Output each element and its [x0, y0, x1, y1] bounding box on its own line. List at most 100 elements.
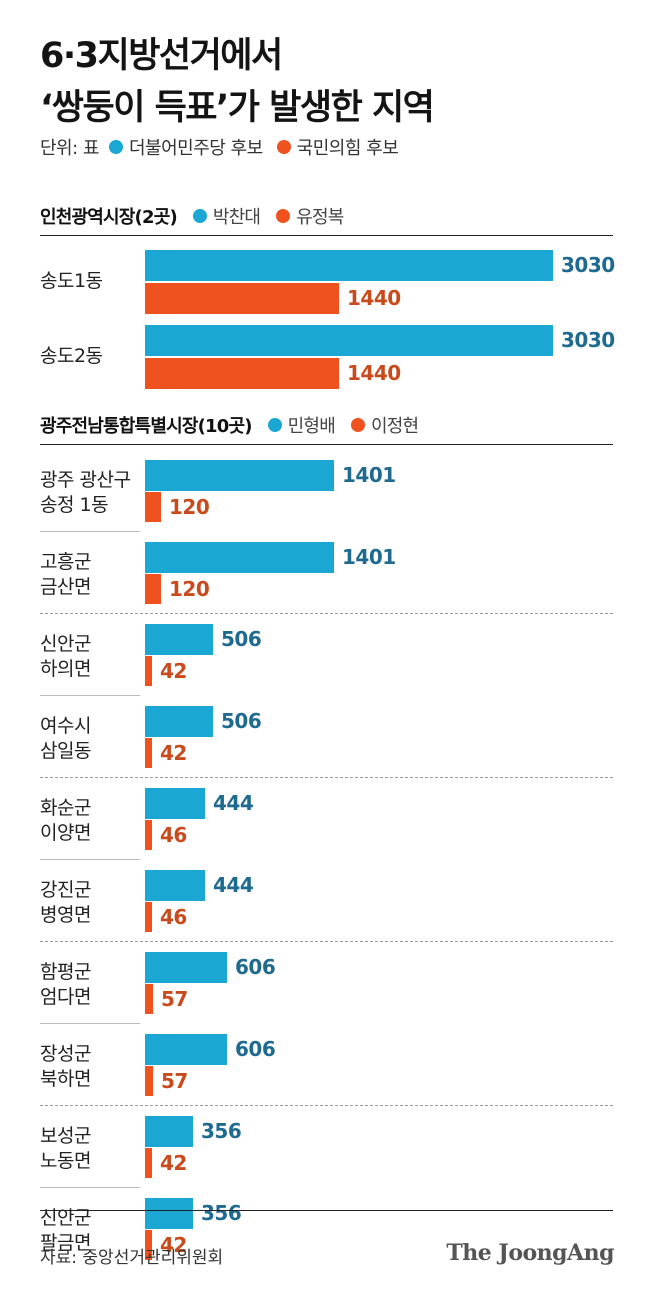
section-2-row-10-label: 신안군 팔금면	[40, 1206, 91, 1256]
section-2-row-1-value-blue: 1401	[342, 463, 396, 487]
section-2-row-separator-5	[40, 859, 140, 860]
section-2-row-6-label-line-2: 병영면	[40, 904, 91, 926]
section-2-row-6-bar-blue	[145, 870, 205, 901]
section-2-row-7-bar-red	[145, 984, 153, 1014]
section-2-row-6-label-line-1: 강진군	[40, 879, 91, 901]
section-2-row-8-label-line-1: 장성군	[40, 1043, 91, 1065]
section-1-row-2-value-blue: 3030	[561, 328, 615, 352]
section-2-bottom-rule	[40, 1210, 613, 1211]
section-1-row-1-value-blue: 3030	[561, 253, 615, 277]
title-line-1: 6·3지방선거에서	[40, 36, 283, 76]
section-2-row-6-bar-red	[145, 902, 152, 932]
source-note: 자료: 중앙선거관리위원회	[40, 1248, 224, 1268]
unit-label: 단위: 표	[40, 138, 99, 159]
section-2-row-1-bar-red	[145, 492, 161, 522]
section-2-row-2-label-line-2: 금산면	[40, 576, 91, 598]
section-2-title: 광주전남통합특별시장(10곳)	[40, 416, 252, 437]
section-1-row-2-label: 송도2동	[40, 345, 103, 367]
section-2-pair-separator-3	[40, 941, 613, 942]
section-2-row-2-bar-blue	[145, 542, 334, 573]
section-2-row-10-bar-blue	[145, 1198, 193, 1229]
section-2-row-5-label-line-1: 화순군	[40, 797, 91, 819]
section-2-row-3-bar-blue	[145, 624, 213, 655]
title-line-2: ‘쌍둥이 득표’가 발생한 지역	[40, 88, 435, 128]
legend: 단위: 표 더불어민주당 후보 국민의힘 후보	[40, 134, 399, 160]
section-2-row-separator-3	[40, 695, 140, 696]
section-2-blue-dot	[267, 418, 282, 432]
brand-logo: The JoongAng	[446, 1240, 614, 1266]
section-2-pair-separator-1	[40, 613, 613, 614]
section-2-row-4-label-line-1: 여수시	[40, 715, 91, 737]
section-1-row-1-label: 송도1동	[40, 270, 103, 292]
section-2-row-9-label-line-1: 보성군	[40, 1125, 91, 1147]
section-2-pair-separator-2	[40, 777, 613, 778]
section-2-row-8-bar-blue	[145, 1034, 227, 1065]
section-2-row-3-label-line-1: 신안군	[40, 633, 91, 655]
section-2-row-5-bar-blue	[145, 788, 205, 819]
section-2-row-5-bar-red	[145, 820, 152, 850]
section-2-row-8-bar-red	[145, 1066, 153, 1096]
section-2-row-1-label-line-2: 송정 1동	[40, 494, 109, 516]
section-1-row-1-bar-red	[145, 283, 339, 314]
section-1-blue-dot	[192, 209, 207, 223]
section-2-row-7-label-line-1: 함평군	[40, 961, 91, 983]
section-2-rule	[40, 444, 613, 445]
section-2-row-1-bar-blue	[145, 460, 334, 491]
section-2-row-5-label-line-2: 이양면	[40, 822, 91, 844]
section-2-row-4-bar-blue	[145, 706, 213, 737]
section-2-row-10-bar-red	[145, 1230, 152, 1260]
section-1-row-2-value-red: 1440	[347, 361, 401, 385]
section-2-row-10-value-red: 42	[160, 1233, 187, 1257]
section-2-row-separator-9	[40, 1187, 140, 1188]
section-2-row-10-value-blue: 356	[201, 1201, 242, 1225]
legend-blue-label: 더불어민주당 후보	[128, 138, 263, 159]
section-1-red-dot	[276, 209, 291, 223]
section-2-row-2-value-blue: 1401	[342, 545, 396, 569]
section-2-row-9-bar-red	[145, 1148, 152, 1178]
section-2-row-8-label-line-2: 북하면	[40, 1068, 91, 1090]
section-2-row-4-bar-red	[145, 738, 152, 768]
legend-red-dot	[276, 140, 291, 154]
section-1-row-1-bar-blue	[145, 250, 553, 281]
section-2-row-4-label-line-2: 삼일동	[40, 740, 91, 762]
section-2-header: 광주전남통합특별시장(10곳) 민형배 이정현	[40, 412, 419, 438]
section-1-row-1-value-red: 1440	[347, 286, 401, 310]
section-2-row-8-value-blue: 606	[235, 1037, 276, 1061]
section-2-row-1-label-line-1: 광주 광산구	[40, 469, 131, 491]
section-2-row-separator-1	[40, 531, 140, 532]
section-2-series-2-name: 이정현	[370, 416, 419, 437]
section-2-row-8-value-red: 57	[161, 1069, 188, 1093]
section-1-title: 인천광역시장(2곳)	[40, 207, 178, 228]
section-1-header: 인천광역시장(2곳) 박찬대 유정복	[40, 203, 344, 229]
section-2-row-6-value-red: 46	[160, 905, 187, 929]
section-2-red-dot	[350, 418, 365, 432]
section-2-row-3-label: 신안군 하의면	[40, 632, 91, 682]
section-2-row-10-label-line-1: 신안군	[40, 1207, 91, 1229]
section-2-row-6-value-blue: 444	[213, 873, 254, 897]
section-2-row-3-value-red: 42	[160, 659, 187, 683]
section-2-row-9-label-line-2: 노동면	[40, 1150, 91, 1172]
section-2-row-2-bar-red	[145, 574, 161, 604]
section-2-row-2-label-line-1: 고흥군	[40, 551, 91, 573]
section-2-series-1-name: 민형배	[287, 416, 336, 437]
section-1-series-2-name: 유정복	[296, 207, 344, 228]
legend-blue-dot	[108, 140, 123, 154]
legend-red-label: 국민의힘 후보	[296, 138, 399, 159]
section-2-row-3-value-blue: 506	[221, 627, 262, 651]
section-2-row-5-value-red: 46	[160, 823, 187, 847]
section-1-rule	[40, 235, 613, 236]
section-2-row-4-value-red: 42	[160, 741, 187, 765]
section-2-row-7-label: 함평군 엄다면	[40, 960, 91, 1010]
section-1-row-2-bar-blue	[145, 325, 553, 356]
chart-title: 6·3지방선거에서 ‘쌍둥이 득표’가 발생한 지역	[40, 30, 435, 134]
section-2-row-separator-7	[40, 1023, 140, 1024]
section-2-row-9-value-blue: 356	[201, 1119, 242, 1143]
section-2-row-4-value-blue: 506	[221, 709, 262, 733]
section-2-row-7-value-red: 57	[161, 987, 188, 1011]
